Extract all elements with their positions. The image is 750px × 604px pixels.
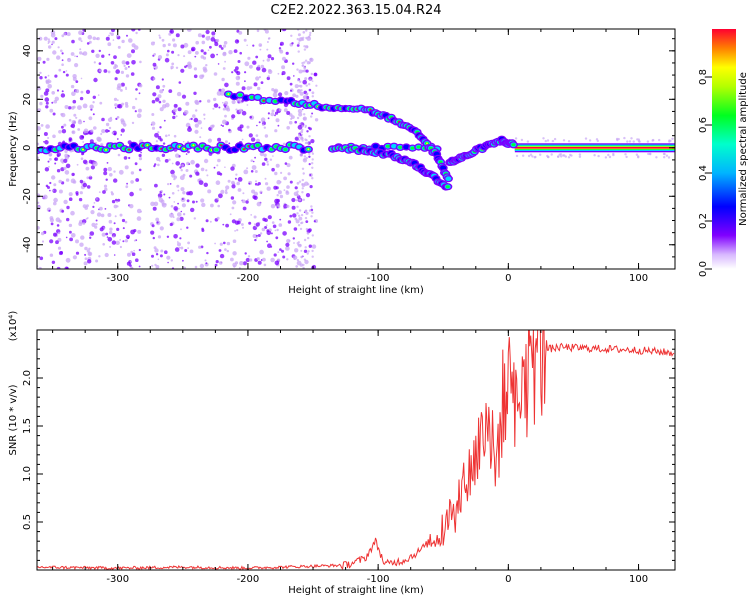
bottom-y-tick-label: 2.0 (22, 370, 33, 386)
bottom-y-tick-label: 1.0 (22, 466, 33, 482)
bottom-x-tick-label: -300 (106, 574, 129, 585)
colorbar-tick-label: 0.4 (698, 165, 709, 181)
bottom-y-tick-label: 0.5 (22, 514, 33, 530)
top-y-tick-label: 20 (22, 93, 33, 106)
top-x-axis-label: Height of straight line (km) (288, 285, 424, 296)
top-y-tick-label: -20 (22, 188, 33, 204)
top-y-tick-label: 40 (22, 44, 33, 57)
zero-line-blobs (37, 141, 313, 155)
top-x-tick-label: 100 (629, 273, 648, 284)
lower-branch (328, 144, 453, 191)
noise-speckle (37, 29, 319, 269)
colorbar: 0.0 0.2 0.4 0.6 0.8 Normalized spectral ampl… (698, 29, 749, 277)
upper-branch (223, 90, 453, 183)
snr-panel: -300 -200 -100 0 100 0.5 1.0 1.5 2.0 Height of s… (8, 311, 676, 596)
merge-arc (445, 135, 518, 166)
bottom-scale-label: (x10⁴) (8, 311, 19, 342)
top-x-tick-label: 0 (505, 273, 511, 284)
zero-line-solid (514, 136, 675, 159)
figure-title: C2E2.2022.363.15.04.R24 (270, 3, 441, 18)
colorbar-label: Normalized spectral amplitude (738, 72, 749, 226)
top-x-tick-label: -200 (237, 273, 260, 284)
snr-line (37, 330, 675, 570)
top-y-tick-label: -40 (22, 237, 33, 253)
bottom-y-axis-label: SNR (10 * v/v) (8, 384, 19, 455)
bottom-x-axis-label: Height of straight line (km) (288, 585, 424, 596)
bottom-y-tick-label: 1.5 (22, 418, 33, 434)
bottom-x-tick-label: 0 (505, 574, 511, 585)
colorbar-tick-label: 0.0 (698, 261, 709, 277)
top-x-tick-label: -100 (367, 273, 390, 284)
colorbar-tick-label: 0.2 (698, 213, 709, 229)
colorbar-gradient (712, 29, 736, 269)
bottom-x-tick-label: -200 (237, 574, 260, 585)
colorbar-tick-label: 0.8 (698, 69, 709, 85)
top-y-tick-label: 0 (22, 145, 33, 151)
colorbar-tick-label: 0.6 (698, 117, 709, 133)
bottom-x-tick-label: 100 (629, 574, 648, 585)
top-x-tick-label: -300 (106, 273, 129, 284)
bottom-x-tick-label: -100 (367, 574, 390, 585)
top-y-axis-label: Frequency (Hz) (8, 111, 19, 187)
